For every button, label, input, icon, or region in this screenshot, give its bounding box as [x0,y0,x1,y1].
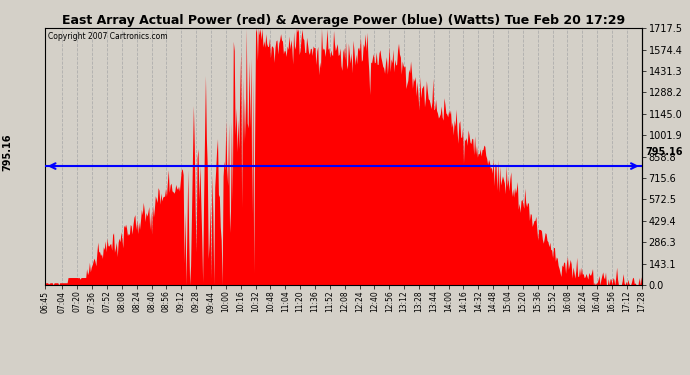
Title: East Array Actual Power (red) & Average Power (blue) (Watts) Tue Feb 20 17:29: East Array Actual Power (red) & Average … [61,14,625,27]
Text: 795.16: 795.16 [645,147,682,157]
Text: 795.16: 795.16 [2,133,12,171]
Text: Copyright 2007 Cartronics.com: Copyright 2007 Cartronics.com [48,32,168,41]
